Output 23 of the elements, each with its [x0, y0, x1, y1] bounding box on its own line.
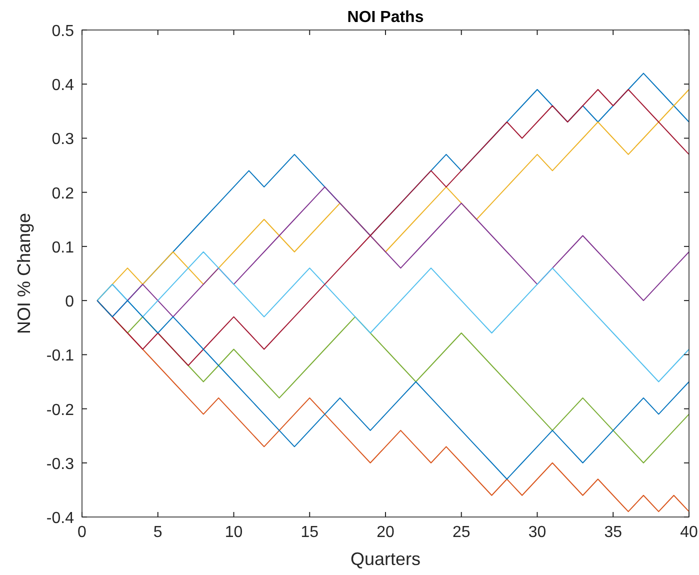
- x-tick-label: 40: [680, 524, 698, 541]
- y-tick-label: -0.4: [46, 510, 74, 527]
- y-tick-label: 0.5: [52, 23, 74, 40]
- x-tick-label: 30: [528, 524, 546, 541]
- y-tick-label: 0.4: [52, 77, 74, 94]
- y-tick-label: 0.1: [52, 239, 74, 256]
- y-tick-label: 0.2: [52, 185, 74, 202]
- x-tick-label: 15: [300, 524, 319, 541]
- chart-title: NOI Paths: [347, 9, 424, 26]
- y-tick-label: 0.3: [52, 131, 74, 148]
- y-tick-label: -0.3: [46, 456, 74, 473]
- x-tick-label: 0: [78, 524, 87, 541]
- x-tick-label: 25: [452, 524, 470, 541]
- x-tick-label: 10: [224, 524, 243, 541]
- y-axis-title: NOI % Change: [14, 212, 34, 334]
- x-tick-label: 35: [604, 524, 622, 541]
- x-tick-label: 5: [153, 524, 162, 541]
- x-axis-title: Quarters: [350, 549, 421, 569]
- y-tick-label: -0.2: [46, 402, 74, 419]
- x-tick-label: 20: [376, 524, 394, 541]
- y-tick-label: 0: [65, 294, 74, 311]
- line-series: [96, 251, 690, 382]
- y-tick-label: -0.1: [46, 348, 74, 365]
